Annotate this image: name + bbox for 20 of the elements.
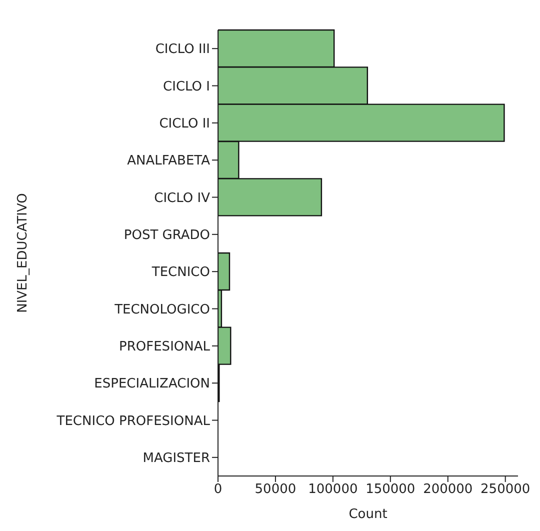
y-tick-label: CICLO III xyxy=(155,42,210,58)
x-tick-label: 150000 xyxy=(366,482,416,498)
x-axis-title: Count xyxy=(348,507,388,522)
y-tick-label: PROFESIONAL xyxy=(119,340,211,355)
y-tick-label: CICLO IV xyxy=(154,190,210,206)
y-tick-label: ANALFABETA xyxy=(127,154,210,169)
y-tick-label: MAGISTER xyxy=(142,451,210,466)
x-tick-label: 200000 xyxy=(423,482,473,498)
y-tick-label: CICLO II xyxy=(159,116,210,132)
x-tick-label: 0 xyxy=(214,482,222,498)
x-tick-label: 50000 xyxy=(254,482,296,498)
y-tick-label: ESPECIALIZACION xyxy=(94,376,210,392)
y-tick-label: CICLO I xyxy=(163,79,210,94)
y-axis-title: NIVEL_EDUCATIVO xyxy=(16,193,31,313)
x-tick-label: 100000 xyxy=(308,482,358,498)
y-tick-label: POST GRADO xyxy=(124,228,210,244)
y-tick-label: TECNOLOGICO xyxy=(114,302,210,318)
x-tick-label: 250000 xyxy=(480,482,530,498)
y-tick-label: TECNICO PROFESIONAL xyxy=(56,414,211,429)
y-tick-label: TECNICO xyxy=(150,265,210,280)
